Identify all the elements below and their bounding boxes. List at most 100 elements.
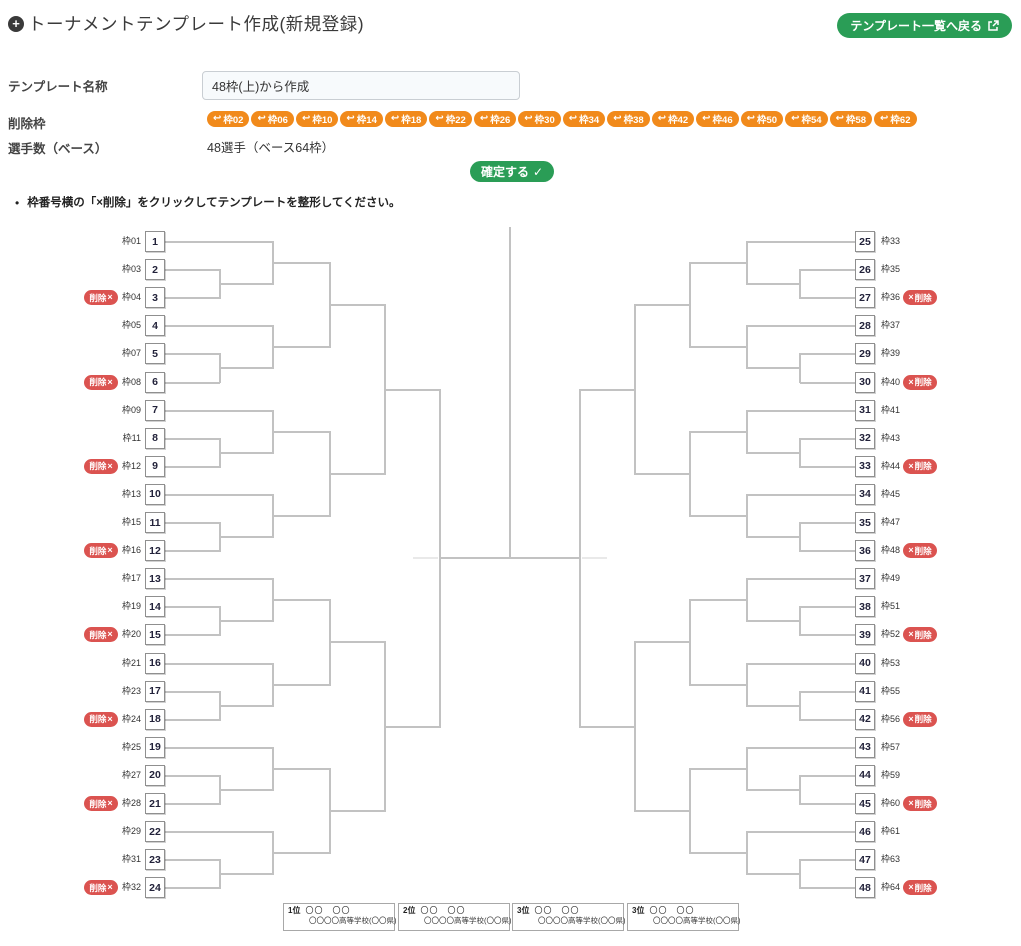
slot-number-box: 10 [145, 483, 165, 505]
bracket-line [747, 788, 800, 791]
bracket-line [747, 704, 800, 707]
restore-slot-button[interactable]: ↩ 枠14 [340, 111, 383, 127]
delete-slot-button[interactable]: × 削除 [903, 543, 937, 559]
bracket-line [747, 536, 800, 539]
restore-slot-button[interactable]: ↩ 枠02 [207, 111, 250, 127]
delete-slot-button[interactable]: × 削除 [903, 711, 937, 727]
slot-number-box: 46 [855, 821, 875, 843]
slot-label: 枠56 [881, 713, 901, 724]
delete-slot-button[interactable]: 削除 × [84, 543, 118, 559]
bracket-line [747, 451, 800, 454]
delete-slot-button[interactable]: × 削除 [903, 458, 937, 474]
restore-slot-button[interactable]: ↩ 枠26 [473, 111, 517, 127]
bracket-line [165, 803, 220, 805]
back-to-template-list-button[interactable]: テンプレート一覧へ戻る [837, 13, 1012, 38]
slot-label: 枠48 [881, 545, 901, 556]
restore-slot-label: 枠34 [579, 115, 600, 126]
delete-slot-button[interactable]: 削除 × [84, 290, 118, 306]
restore-slot-button[interactable]: ↩ 枠58 [829, 111, 873, 127]
restore-slot-button[interactable]: ↩ 枠18 [384, 111, 428, 127]
x-icon: × [908, 629, 914, 640]
slot-label: 枠64 [881, 882, 901, 893]
back-button-label: テンプレート一覧へ戻る [850, 19, 982, 33]
delete-button-label: 削除 [914, 882, 932, 893]
x-icon: × [107, 629, 113, 640]
bracket-line [746, 325, 748, 370]
slot-number-box: 16 [145, 652, 165, 674]
bracket-line [165, 437, 220, 440]
bracket-line [690, 514, 747, 517]
restore-slot-button[interactable]: ↩ 枠54 [785, 111, 828, 127]
delete-slot-button[interactable]: × 削除 [903, 627, 937, 643]
delete-slot-button[interactable]: 削除 × [84, 627, 118, 643]
delete-slot-button[interactable]: × 削除 [903, 290, 937, 306]
x-icon: × [908, 713, 914, 724]
bracket-line [800, 774, 855, 777]
restore-slot-button[interactable]: ↩ 枠46 [696, 111, 739, 127]
bracket-line [747, 241, 855, 243]
restore-slot-button[interactable]: ↩ 枠38 [607, 111, 650, 127]
delete-button-label: 削除 [89, 882, 107, 893]
bracket-line [800, 381, 855, 384]
restore-slot-button[interactable]: ↩ 枠42 [651, 111, 695, 127]
delete-slot-button[interactable]: 削除 × [84, 796, 118, 811]
restore-slot-label: 枠38 [623, 115, 644, 126]
bracket-line [747, 662, 855, 665]
slot-label: 枠29 [121, 826, 141, 837]
bracket-line [689, 767, 691, 855]
bracket-line [220, 788, 273, 791]
bracket-line [165, 634, 220, 637]
restore-slot-button[interactable]: ↩ 枠34 [562, 111, 606, 127]
restore-slot-label: 枠46 [712, 115, 733, 126]
page-header: + トーナメントテンプレート作成(新規登録) [8, 11, 364, 36]
slot-number-box: 39 [855, 624, 875, 646]
delete-slot-button[interactable]: × 削除 [903, 796, 937, 811]
undo-icon: ↩ [346, 113, 355, 124]
bracket-line [800, 718, 855, 721]
slot-number-box: 24 [145, 877, 165, 899]
restore-slot-label: 枠54 [801, 115, 822, 126]
bracket-line [165, 662, 273, 665]
template-name-input[interactable] [202, 71, 520, 100]
result-player-name: 〇〇 〇〇 [420, 906, 466, 915]
slot-number-box: 8 [145, 427, 165, 449]
restore-slot-button[interactable]: ↩ 枠06 [251, 111, 294, 127]
delete-slot-button[interactable]: 削除 × [84, 374, 118, 390]
delete-slot-button[interactable]: 削除 × [84, 880, 118, 896]
slot-number-box: 30 [855, 371, 875, 393]
bracket-line [690, 683, 747, 686]
bracket-line [800, 550, 855, 553]
bracket-line [220, 873, 273, 876]
slot-label: 枠49 [881, 573, 901, 584]
slot-number-box: 21 [145, 793, 165, 814]
delete-slot-button[interactable]: 削除 × [84, 458, 118, 474]
restore-slot-label: 枠62 [890, 115, 911, 126]
restore-slot-button[interactable]: ↩ 枠22 [429, 111, 472, 127]
delete-button-label: 削除 [89, 798, 107, 809]
delete-slot-button[interactable]: × 削除 [903, 374, 937, 390]
slot-number-box: 33 [855, 455, 875, 477]
delete-slot-button[interactable]: 削除 × [84, 711, 118, 727]
restore-slot-button[interactable]: ↩ 枠30 [518, 111, 561, 127]
restore-slot-button[interactable]: ↩ 枠10 [295, 111, 339, 127]
restore-slot-button[interactable]: ↩ 枠62 [874, 111, 917, 127]
delete-slot-button[interactable]: × 削除 [903, 880, 937, 896]
slot-number-box: 34 [855, 483, 875, 505]
bracket-line [800, 690, 855, 693]
confirm-button[interactable]: 確定する ✓ [470, 161, 555, 182]
bracket-line [510, 557, 580, 560]
bracket-line [273, 430, 330, 433]
undo-icon: ↩ [390, 113, 400, 124]
x-icon: × [908, 798, 914, 808]
restore-slot-button[interactable]: ↩ 枠50 [740, 111, 784, 127]
bracket-line [799, 437, 801, 468]
player-count-value: 48選手（ベース64枠） [207, 141, 335, 155]
bracket-line [747, 620, 800, 623]
slot-number-box: 29 [855, 343, 875, 365]
slot-label: 枠01 [121, 236, 141, 246]
plus-circle-icon: + [8, 15, 24, 32]
slot-number-box: 37 [855, 568, 875, 590]
slot-number-box: 41 [855, 680, 875, 702]
delete-button-label: 削除 [914, 545, 932, 556]
